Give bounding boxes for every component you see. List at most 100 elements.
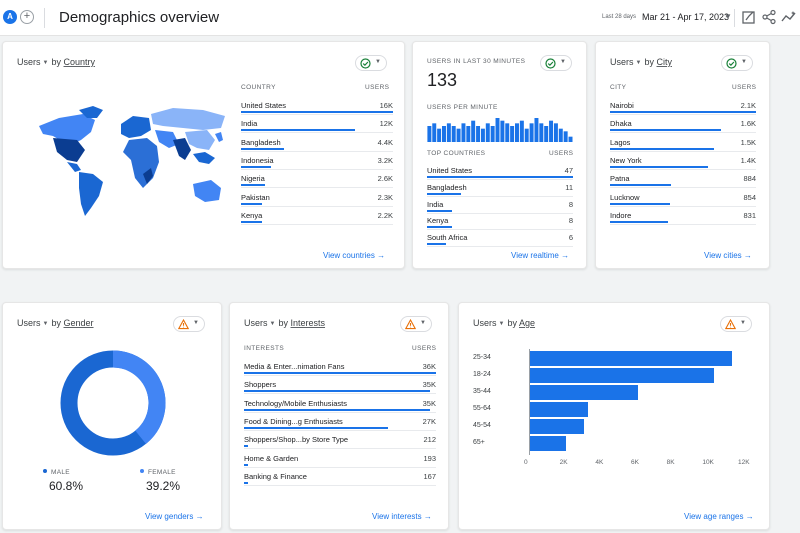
table-row[interactable]: Dhaka 1.6K — [610, 115, 756, 134]
caret-down-icon[interactable]: ▼ — [269, 321, 276, 327]
minute-bar — [466, 126, 471, 142]
table-row[interactable]: Patna 884 — [610, 170, 756, 189]
table-row[interactable]: Technology/Mobile Enthusiasts 35K — [244, 395, 436, 413]
age-bar[interactable] — [529, 419, 585, 434]
view-genders-link[interactable]: View genders → — [145, 512, 204, 521]
row-value: 1.4K — [740, 155, 756, 165]
age-bar[interactable] — [529, 436, 567, 451]
table-row[interactable]: India 8 — [427, 196, 573, 214]
table-row[interactable]: Food & Dining...g Enthusiasts 27K — [244, 413, 436, 431]
table-row[interactable]: Pakistan 2.3K — [241, 189, 393, 207]
row-label: Bangladesh — [427, 182, 467, 192]
status-warning-menu[interactable]: ▼ — [720, 316, 752, 332]
table-row[interactable]: United States 47 — [427, 162, 573, 180]
table-row[interactable]: India 12K — [241, 115, 393, 134]
age-axis-tick-label: 12K — [738, 459, 750, 466]
table-row[interactable]: South Africa 6 — [427, 229, 573, 248]
caret-down-icon[interactable]: ▼ — [42, 60, 49, 66]
age-axis-line — [529, 349, 530, 455]
customize-report-icon[interactable] — [741, 9, 757, 25]
chevron-down-icon[interactable]: ▼ — [724, 12, 732, 21]
view-age-ranges-link[interactable]: View age ranges → — [684, 512, 754, 521]
table-row[interactable]: Shoppers 35K — [244, 376, 436, 395]
property-avatar[interactable]: A — [3, 10, 17, 24]
minute-bar — [500, 120, 505, 142]
row-share-bar — [241, 165, 272, 168]
age-bar[interactable] — [529, 402, 588, 417]
caret-down-icon[interactable]: ▼ — [498, 321, 505, 327]
age-bar[interactable] — [529, 351, 733, 366]
col-header-users: USERS — [549, 150, 574, 157]
age-bar[interactable] — [529, 368, 715, 383]
view-countries-link[interactable]: View countries → — [323, 251, 386, 260]
minute-bar — [568, 136, 573, 142]
age-axis-tick-label: 4K — [595, 459, 604, 466]
status-ok-menu[interactable]: ▼ — [721, 55, 753, 71]
share-icon[interactable] — [761, 9, 777, 25]
row-label: Home & Garden — [244, 453, 299, 463]
status-ok-menu[interactable]: ▼ — [355, 55, 387, 71]
row-value: 35K — [422, 398, 436, 408]
table-row[interactable]: Bangladesh 4.4K — [241, 134, 393, 152]
minute-bar — [476, 126, 481, 142]
status-ok-menu[interactable]: ▼ — [540, 55, 572, 71]
table-row[interactable]: New York 1.4K — [610, 152, 756, 170]
table-row[interactable]: Media & Enter...nimation Fans 36K — [244, 358, 436, 376]
table-row[interactable]: Lucknow 854 — [610, 189, 756, 207]
table-row[interactable]: Indonesia 3.2K — [241, 152, 393, 170]
card-title[interactable]: Users ▼ by Country — [17, 57, 96, 67]
card-title[interactable]: Users ▼ by Interests — [244, 318, 326, 328]
row-share-bar — [427, 243, 446, 246]
minute-bar — [505, 123, 510, 142]
card-title[interactable]: Users ▼ by City — [610, 57, 672, 67]
age-bar[interactable] — [529, 385, 638, 400]
status-warning-menu[interactable]: ▼ — [173, 316, 205, 332]
row-share-bar — [244, 408, 431, 411]
chevron-down-icon: ▼ — [375, 59, 381, 65]
add-comparison-button[interactable]: + — [20, 10, 34, 24]
row-label: Shoppers/Shop...by Store Type — [244, 435, 349, 445]
card-title[interactable]: Users ▼ by Age — [473, 318, 536, 328]
row-label: Technology/Mobile Enthusiasts — [244, 398, 347, 408]
chevron-down-icon: ▼ — [740, 320, 746, 326]
card-title[interactable]: Users ▼ by Gender — [17, 318, 94, 328]
row-label: Kenya — [241, 210, 263, 220]
table-row[interactable]: Banking & Finance 167 — [244, 468, 436, 486]
row-value: 2.1K — [740, 101, 756, 110]
minute-bar — [446, 123, 451, 142]
insights-icon[interactable] — [781, 9, 797, 25]
table-row[interactable]: United States 16K — [241, 97, 393, 115]
status-warning-menu[interactable]: ▼ — [400, 316, 432, 332]
age-axis-tick-label: 0 — [524, 459, 528, 466]
table-row[interactable]: Lagos 1.5K — [610, 134, 756, 152]
caret-down-icon[interactable]: ▼ — [635, 60, 642, 66]
table-row[interactable]: Kenya 8 — [427, 212, 573, 231]
table-row[interactable]: Bangladesh 11 — [427, 179, 573, 197]
view-cities-link[interactable]: View cities → — [704, 251, 752, 260]
table-row[interactable]: Kenya 2.2K — [241, 207, 393, 225]
row-value: 47 — [564, 166, 573, 175]
col-header-country: COUNTRY — [241, 84, 276, 91]
row-label: Lagos — [610, 137, 631, 147]
table-row[interactable]: Home & Garden 193 — [244, 450, 436, 468]
table-row[interactable]: Indore 831 — [610, 207, 756, 225]
view-interests-link[interactable]: View interests → — [372, 512, 432, 521]
users-by-interests-card: Users ▼ by Interests ▼ INTERESTS USERS Vie… — [229, 302, 449, 530]
row-label: Bangladesh — [241, 137, 281, 147]
minute-bar — [534, 118, 539, 142]
row-share-bar — [244, 426, 388, 429]
table-row[interactable]: Nairobi 2.1K — [610, 97, 756, 115]
minute-bar — [427, 126, 432, 142]
age-axis-tick-label: 10K — [702, 459, 714, 466]
age-category-label: 65+ — [473, 439, 485, 446]
realtime-card: USERS IN LAST 30 MINUTES ▼ 133 USERS PER… — [412, 41, 587, 269]
caret-down-icon[interactable]: ▼ — [42, 321, 49, 327]
row-label: India — [241, 119, 258, 129]
row-share-bar — [244, 445, 248, 448]
date-range-picker[interactable]: Mar 21 - Apr 17, 2023 — [642, 12, 730, 22]
view-realtime-link[interactable]: View realtime → — [511, 251, 570, 260]
table-row[interactable]: Nigeria 2.6K — [241, 170, 393, 189]
table-row[interactable]: Shoppers/Shop...by Store Type 212 — [244, 431, 436, 450]
minute-bar — [437, 128, 442, 142]
row-share-bar — [244, 390, 431, 393]
